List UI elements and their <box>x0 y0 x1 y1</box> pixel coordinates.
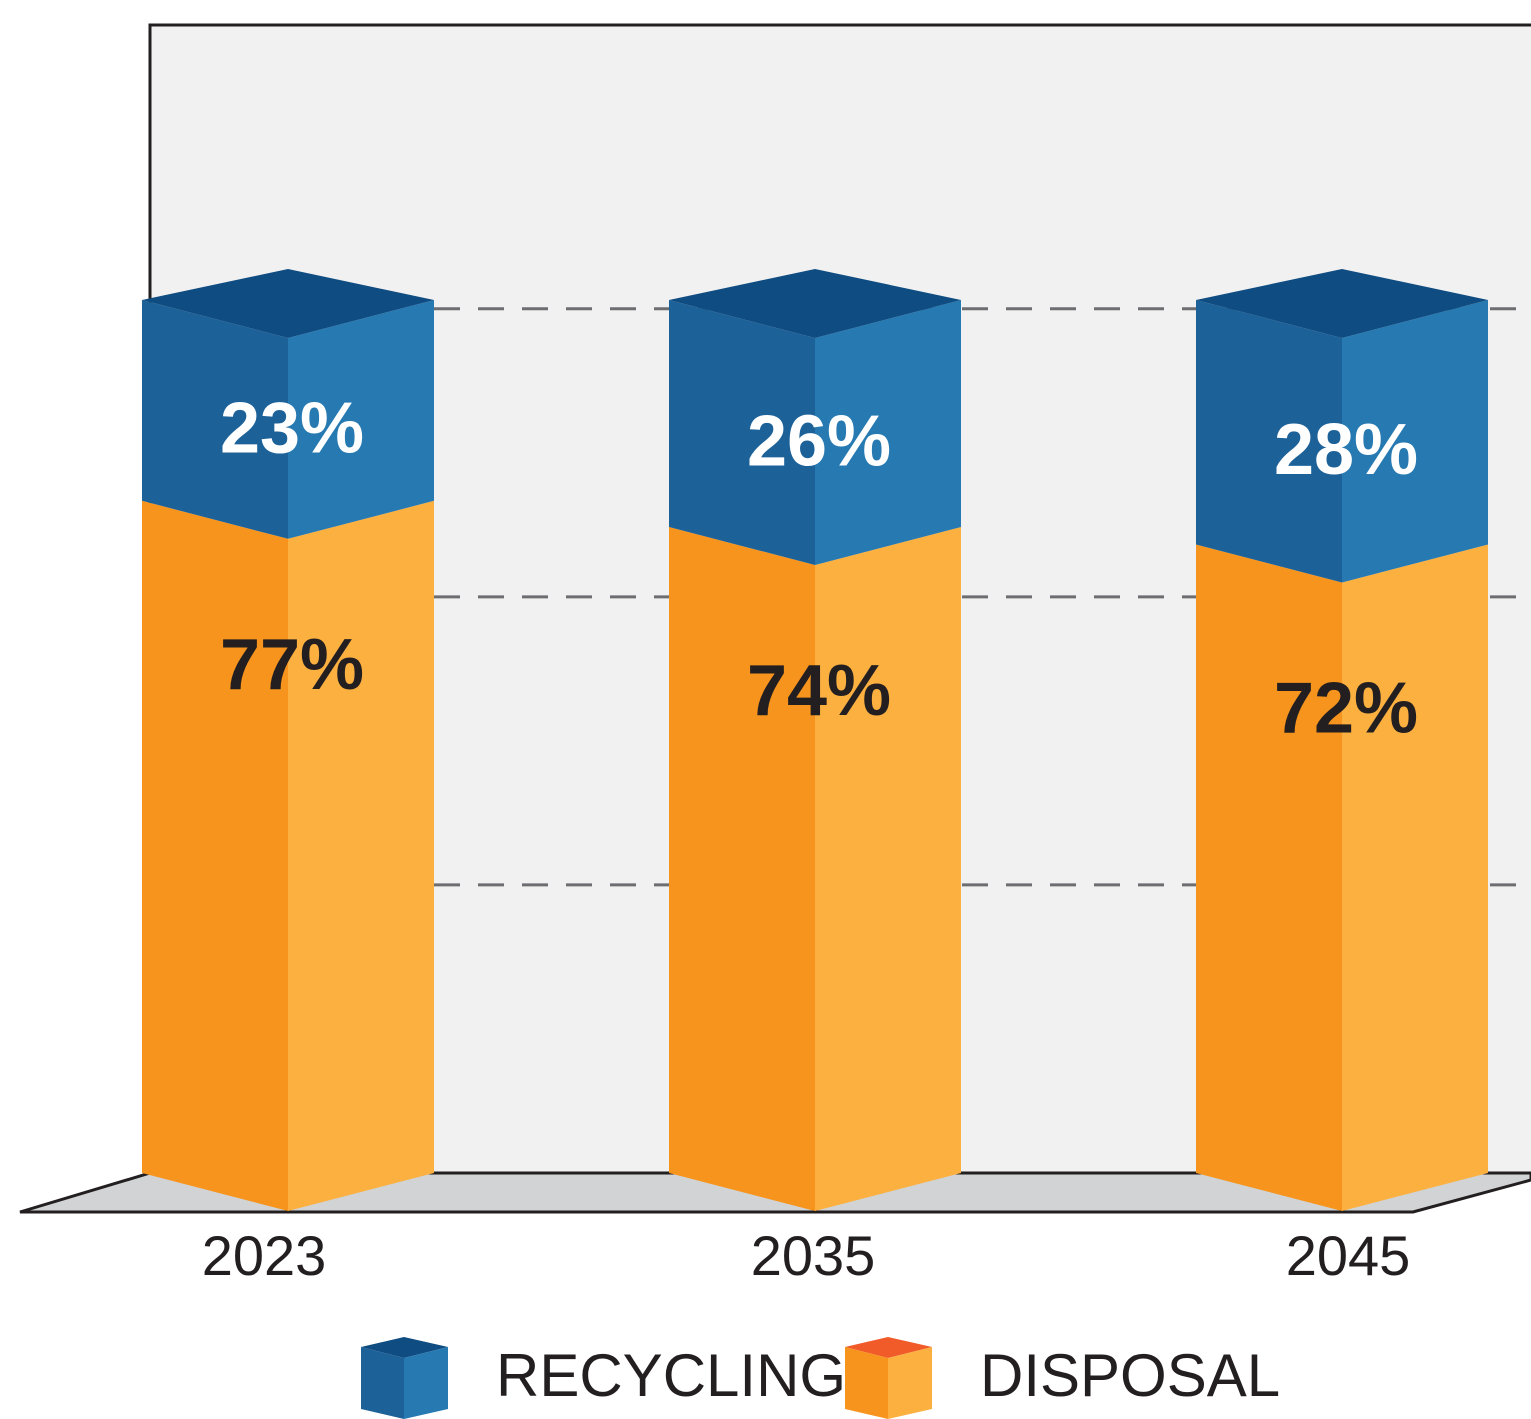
category-label: 2035 <box>751 1224 876 1287</box>
recycling-segment: 23% <box>142 269 434 539</box>
category-label: 2045 <box>1286 1224 1411 1287</box>
legend-swatch <box>361 1337 448 1419</box>
recycling-segment: 26% <box>669 269 961 565</box>
recycling-value-label: 23% <box>220 388 364 468</box>
disposal-face-right <box>1342 544 1488 1211</box>
bar-top-face <box>142 269 434 338</box>
gridlines <box>434 307 1531 887</box>
legend-label: RECYCLING <box>496 1342 846 1409</box>
bar-2023: 77% 23% <box>142 269 434 1211</box>
bar-2045: 72% 28% <box>1196 269 1488 1211</box>
legend-swatch <box>845 1337 932 1419</box>
disposal-segment: 77% <box>142 500 434 1211</box>
disposal-face-left <box>142 500 288 1211</box>
bar-top-face <box>1196 269 1488 338</box>
recycling-value-label: 28% <box>1274 410 1418 490</box>
recycling-face-left <box>1196 300 1342 583</box>
recycling-segment: 28% <box>1196 269 1488 583</box>
legend: RECYCLING DISPOSAL <box>361 1337 1280 1419</box>
recycling-value-label: 26% <box>747 401 891 481</box>
disposal-value-label: 74% <box>747 651 891 731</box>
bar-2035: 74% 26% <box>669 269 961 1211</box>
bar-top-face <box>669 269 961 338</box>
recycling-face-right <box>1342 300 1488 583</box>
disposal-face-right <box>288 500 434 1211</box>
recycling-face-left <box>669 300 815 565</box>
disposal-face-left <box>669 526 815 1211</box>
category-labels: 2023 2035 2045 <box>202 1224 1411 1287</box>
recycling-face-right <box>815 300 961 565</box>
legend-item-recycling: RECYCLING <box>361 1337 846 1419</box>
recycling-face-left <box>142 300 288 539</box>
category-label: 2023 <box>202 1224 327 1287</box>
disposal-face-right <box>815 526 961 1211</box>
disposal-segment: 72% <box>1196 544 1488 1211</box>
legend-item-disposal: DISPOSAL <box>845 1337 1280 1419</box>
disposal-face-left <box>1196 544 1342 1211</box>
legend-label: DISPOSAL <box>980 1342 1280 1409</box>
disposal-value-label: 72% <box>1274 668 1418 748</box>
recycling-face-right <box>288 300 434 539</box>
disposal-value-label: 77% <box>220 625 364 705</box>
bars: 77% 23% 74% 26% 72% 28% <box>142 269 1488 1211</box>
disposal-segment: 74% <box>669 526 961 1211</box>
